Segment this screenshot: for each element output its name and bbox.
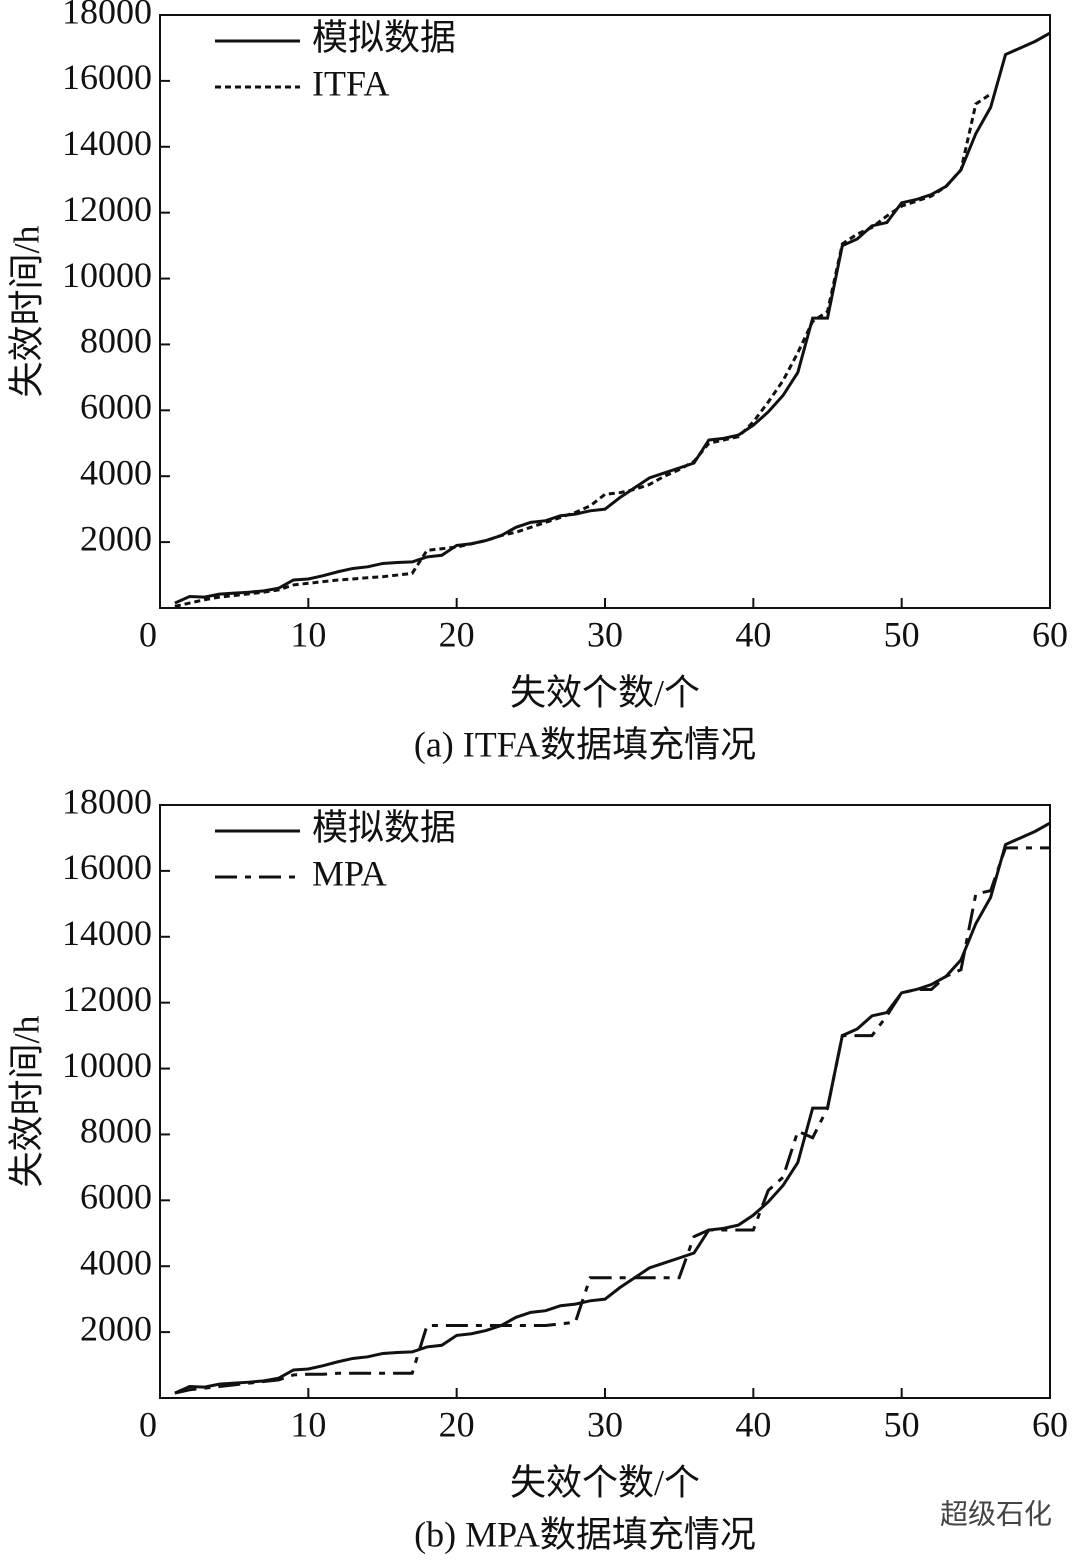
x-axis-label: 失效个数/个	[510, 672, 700, 712]
x-tick-label: 40	[735, 1404, 771, 1444]
x-tick-label: 20	[439, 614, 475, 654]
series-line	[174, 31, 1051, 605]
plot-frame	[159, 804, 1051, 1399]
y-tick-label: 16000	[62, 57, 152, 97]
y-tick-label: 10000	[62, 1045, 152, 1085]
y-tick-label: 14000	[62, 913, 152, 953]
y-tick-label: 18000	[62, 0, 152, 31]
caption: (b) MPA数据填充情况	[414, 1514, 756, 1554]
x-tick-label: 0	[139, 1404, 157, 1444]
x-tick-label: 30	[587, 1404, 623, 1444]
x-tick-label: 50	[884, 614, 920, 654]
y-tick-label: 4000	[80, 1242, 152, 1282]
y-tick-label: 16000	[62, 847, 152, 887]
x-tick-label: 0	[139, 614, 157, 654]
legend-label: 模拟数据	[312, 807, 456, 847]
x-tick-label: 60	[1032, 1404, 1068, 1444]
y-axis-label: 失效时间/h	[6, 225, 46, 397]
watermark: 超级石化	[940, 1498, 1052, 1530]
y-tick-label: 6000	[80, 1177, 152, 1217]
y-tick-label: 10000	[62, 255, 152, 295]
y-tick-label: 14000	[62, 123, 152, 163]
y-tick-label: 8000	[80, 321, 152, 361]
y-tick-label: 6000	[80, 387, 152, 427]
y-tick-label: 8000	[80, 1111, 152, 1151]
x-tick-label: 30	[587, 614, 623, 654]
y-tick-label: 4000	[80, 452, 152, 492]
y-tick-label: 2000	[80, 518, 152, 558]
legend-label: 模拟数据	[312, 17, 456, 57]
y-tick-label: 2000	[80, 1308, 152, 1348]
y-axis-label: 失效时间/h	[6, 1015, 46, 1187]
caption: (a) ITFA数据填充情况	[414, 724, 756, 764]
x-tick-label: 50	[884, 1404, 920, 1444]
x-tick-label: 60	[1032, 614, 1068, 654]
series-line	[174, 821, 1051, 1395]
x-tick-label: 10	[290, 1404, 326, 1444]
x-axis-label: 失效个数/个	[510, 1462, 700, 1502]
legend-label: MPA	[312, 853, 387, 893]
y-tick-label: 18000	[62, 781, 152, 821]
plot-frame	[159, 14, 1051, 609]
series-line	[174, 92, 992, 608]
y-tick-label: 12000	[62, 979, 152, 1019]
x-tick-label: 20	[439, 1404, 475, 1444]
series-line	[174, 846, 1050, 1395]
y-tick-label: 12000	[62, 189, 152, 229]
x-tick-label: 40	[735, 614, 771, 654]
x-tick-label: 10	[290, 614, 326, 654]
legend-label: ITFA	[312, 63, 389, 103]
